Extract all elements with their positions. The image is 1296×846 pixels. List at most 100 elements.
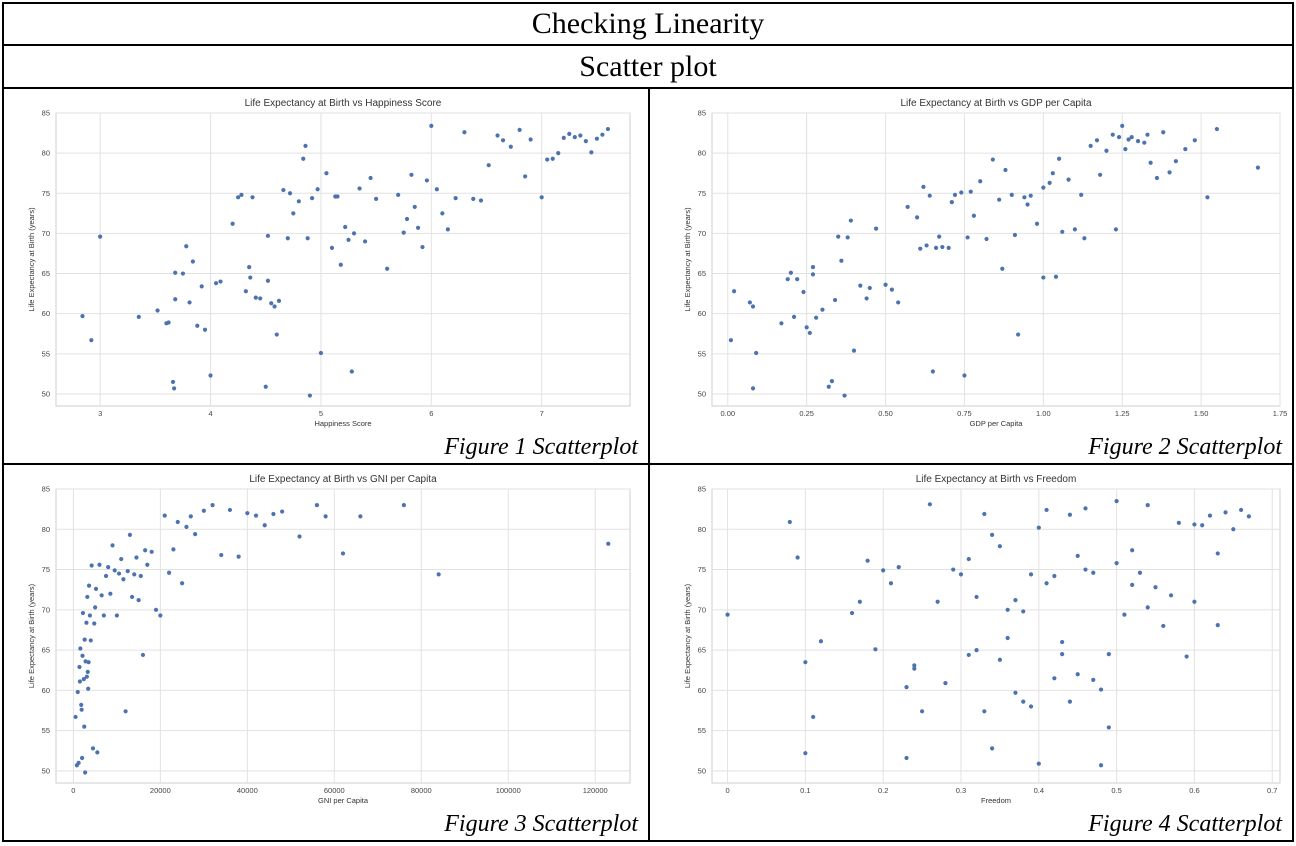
figure-4-data-point bbox=[1060, 652, 1065, 657]
figure-3-data-point bbox=[85, 669, 90, 674]
figure-3-data-point bbox=[227, 507, 233, 513]
figure-4-data-point bbox=[818, 639, 824, 644]
figure-3-data-point bbox=[180, 581, 185, 586]
figure-4-cell: Life Expectancy at Birth vs Freedom 50 55 6… bbox=[650, 465, 1292, 840]
figure-3-x-tick-label: 80000 bbox=[411, 786, 432, 795]
figure-1-data-point bbox=[285, 236, 290, 241]
figure-4-data-point bbox=[873, 647, 878, 652]
figure-4-x-tick-label: 0.4 bbox=[1034, 786, 1044, 795]
figure-1-data-point bbox=[230, 221, 235, 226]
figure-2-x-axis-label: GDP per Capita bbox=[970, 419, 1024, 428]
figure-4-data-point bbox=[1044, 581, 1049, 586]
figure-1-x-tick-label: 7 bbox=[540, 409, 544, 418]
figure-1-data-point bbox=[420, 244, 425, 250]
figure-4-x-axis-label: Freedom bbox=[981, 796, 1011, 805]
figure-1-data-point bbox=[349, 369, 354, 374]
figure-4-data-point bbox=[1207, 513, 1213, 518]
figure-1-data-point bbox=[343, 224, 348, 230]
figure-3-data-point bbox=[79, 755, 85, 761]
figure-4-data-point bbox=[1052, 676, 1057, 681]
figure-2-data-point bbox=[788, 270, 793, 275]
figure-1-data-point bbox=[572, 134, 577, 140]
figure-1-data-point bbox=[324, 171, 329, 176]
figure-4-y-tick-label: 80 bbox=[698, 525, 706, 534]
figure-1-data-point bbox=[500, 138, 506, 143]
figure-4-data-point bbox=[1176, 520, 1181, 525]
figure-2-scatter-chart: Life Expectancy at Birth vs GDP per Capi… bbox=[683, 98, 1287, 428]
figure-1-data-point bbox=[396, 192, 401, 197]
figure-3-y-tick-label: 65 bbox=[42, 646, 50, 655]
figure-3-data-point bbox=[140, 652, 146, 658]
figure-4-scatter-chart: Life Expectancy at Birth vs Freedom 50 55 6… bbox=[683, 474, 1281, 805]
figure-3-data-point bbox=[297, 534, 302, 539]
figure-2-data-point bbox=[810, 272, 816, 277]
figure-3-y-tick-label: 85 bbox=[42, 485, 50, 494]
figure-3-data-point bbox=[340, 551, 346, 556]
figure-1-data-point bbox=[155, 308, 160, 313]
figure-4-data-point bbox=[1067, 512, 1073, 517]
figure-4-plot-area bbox=[711, 488, 1281, 784]
figure-4-data-point bbox=[1013, 598, 1018, 603]
figure-1-data-point bbox=[471, 196, 476, 201]
figure-3-data-point bbox=[73, 714, 78, 720]
table-title: Checking Linearity bbox=[4, 4, 1292, 46]
figure-4-data-point bbox=[857, 599, 862, 604]
figure-3-data-point bbox=[132, 572, 137, 577]
figure-4-data-point bbox=[943, 681, 948, 686]
figure-4-data-point bbox=[974, 594, 979, 600]
figure-3-data-point bbox=[86, 686, 91, 691]
figure-3-data-point bbox=[138, 573, 143, 579]
figure-2-data-point bbox=[845, 235, 850, 240]
figure-4-data-point bbox=[1028, 704, 1034, 709]
figure-2-data-point bbox=[867, 285, 872, 291]
figure-2-plot-area bbox=[711, 112, 1281, 407]
figure-2-data-point bbox=[791, 314, 797, 319]
figure-4-data-point bbox=[1223, 510, 1228, 515]
figure-4-data-point bbox=[865, 558, 870, 563]
figure-3-x-tick-label: 60000 bbox=[324, 786, 345, 795]
figure-3-data-point bbox=[92, 621, 97, 626]
figure-3-data-point bbox=[77, 679, 83, 684]
figure-1-data-point bbox=[263, 384, 268, 389]
figure-4-data-point bbox=[1114, 561, 1119, 566]
figure-2-data-point bbox=[968, 189, 973, 194]
figure-4-data-point bbox=[1161, 623, 1166, 629]
figure-3-data-point bbox=[110, 543, 115, 548]
figure-3-data-point bbox=[87, 613, 93, 618]
figure-2-data-point bbox=[1066, 177, 1071, 182]
figure-2-data-point bbox=[851, 348, 857, 353]
figure-4-data-point bbox=[966, 556, 971, 562]
figure-1-data-point bbox=[180, 271, 186, 276]
figure-2-data-point bbox=[1098, 172, 1103, 177]
figure-4-data-point bbox=[896, 565, 901, 570]
figure-1-data-point bbox=[173, 270, 178, 275]
figure-3-data-point bbox=[103, 573, 109, 579]
figure-1-caption: Figure 1 Scatterplot bbox=[444, 434, 638, 460]
figure-4-data-point bbox=[1005, 635, 1010, 641]
figure-1-data-point bbox=[98, 234, 103, 239]
figure-1-data-point bbox=[404, 216, 410, 222]
figure-2-data-point bbox=[820, 307, 825, 312]
figure-4-data-point bbox=[881, 568, 886, 573]
figure-2-data-point bbox=[1145, 132, 1150, 137]
figure-3-data-point bbox=[85, 594, 90, 600]
figure-4-data-point bbox=[1137, 570, 1143, 575]
figure-3-data-point bbox=[78, 646, 83, 651]
figure-1-data-point bbox=[80, 313, 85, 319]
figure-4-data-point bbox=[1044, 507, 1049, 513]
figure-4-data-point bbox=[912, 666, 917, 671]
figure-2-data-point bbox=[1126, 137, 1131, 142]
figure-1-data-point bbox=[272, 304, 277, 309]
figure-1-data-point bbox=[281, 187, 286, 193]
figure-2-data-point bbox=[1173, 159, 1178, 164]
figure-1-cell: Life Expectancy at Birth vs Happiness Sc… bbox=[4, 89, 650, 465]
figure-1-data-point bbox=[445, 227, 450, 232]
figure-3-data-point bbox=[201, 508, 206, 513]
figure-4-y-tick-label: 65 bbox=[698, 646, 706, 655]
figure-4-x-tick-label: 0.3 bbox=[956, 786, 966, 795]
figure-2-data-point bbox=[754, 350, 759, 356]
figure-4-data-point bbox=[927, 502, 932, 507]
figure-1-x-tick-label: 4 bbox=[208, 409, 212, 418]
figure-3-cell: Life Expectancy at Birth vs GNI per Capi… bbox=[4, 465, 650, 840]
figure-3-data-point bbox=[145, 562, 150, 567]
